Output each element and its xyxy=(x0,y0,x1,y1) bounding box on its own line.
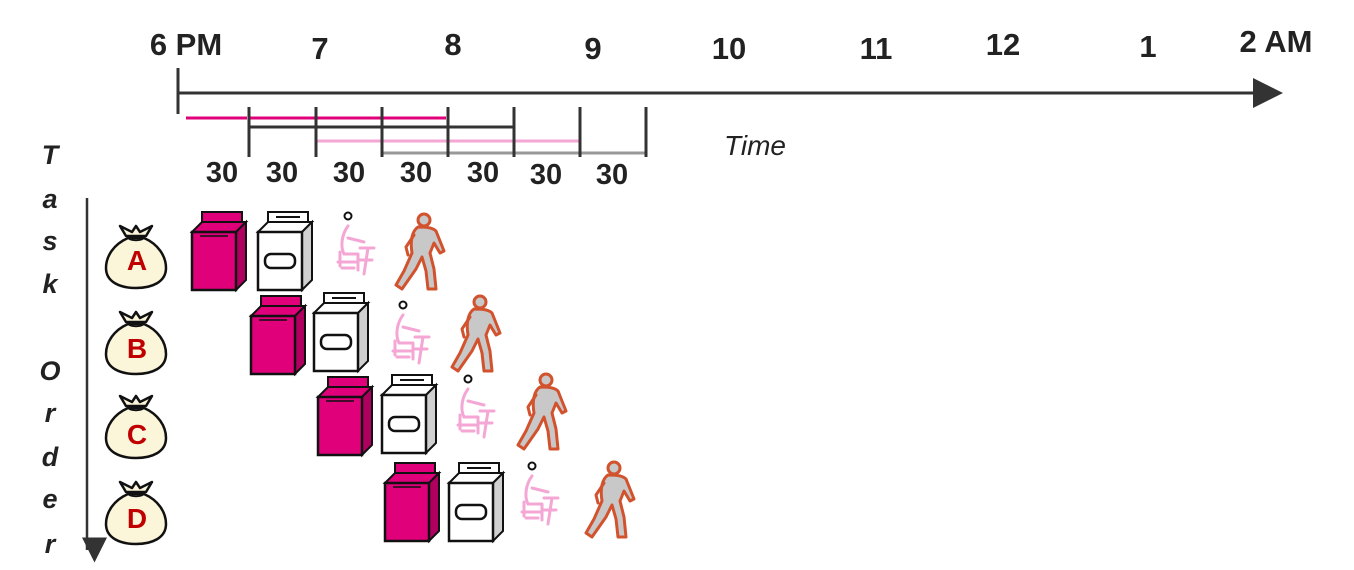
task-label: D xyxy=(127,503,147,534)
hour-label-11: 11 xyxy=(860,31,893,66)
duration-label: 30 xyxy=(596,159,628,191)
task-label: A xyxy=(127,245,147,276)
duration-label: 30 xyxy=(266,157,298,189)
hour-labels: 6 PM 7 8 9 10 11 12 1 2 AM xyxy=(150,24,1313,66)
duration-label: 30 xyxy=(206,157,238,189)
duration-label: 30 xyxy=(333,157,365,189)
svg-text:r: r xyxy=(45,529,57,559)
storer-icon xyxy=(516,372,568,451)
svg-text:s: s xyxy=(42,226,57,256)
hour-label-1: 1 xyxy=(1139,29,1156,64)
dryer-icon xyxy=(256,210,314,292)
task-row-d: D xyxy=(104,460,636,546)
washer-icon xyxy=(190,210,248,292)
svg-text:e: e xyxy=(42,484,57,514)
folder-icon xyxy=(456,374,496,439)
laundry-bag-icon: C xyxy=(104,394,168,460)
dryer-icon xyxy=(447,461,505,543)
task-order-label: T a s k O r d e r xyxy=(39,140,60,559)
dryer-icon xyxy=(312,291,370,373)
duration-labels: 30 30 30 30 30 30 30 xyxy=(206,157,628,191)
folder-icon xyxy=(520,461,560,526)
washer-icon xyxy=(249,294,307,376)
task-row-c: C xyxy=(104,372,568,460)
svg-text:d: d xyxy=(42,442,59,472)
hour-label-7: 7 xyxy=(311,31,328,66)
washer-icon xyxy=(316,375,374,457)
stage-segments xyxy=(186,116,646,155)
svg-text:a: a xyxy=(42,184,57,214)
storer-icon xyxy=(394,212,446,291)
task-label: C xyxy=(127,419,147,450)
folder-icon xyxy=(391,300,431,365)
svg-text:k: k xyxy=(42,269,59,299)
hour-label-10: 10 xyxy=(712,31,746,66)
washer-icon xyxy=(383,461,441,543)
hour-label-8: 8 xyxy=(444,27,461,62)
laundry-bag-icon: D xyxy=(104,480,168,546)
task-row-a: A xyxy=(104,210,446,292)
task-label: B xyxy=(127,333,147,364)
svg-text:T: T xyxy=(42,140,61,170)
segment-ticks xyxy=(247,107,648,157)
dryer-icon xyxy=(380,373,438,455)
laundry-bag-icon: B xyxy=(104,310,168,376)
svg-text:r: r xyxy=(45,398,57,428)
svg-text:O: O xyxy=(39,356,60,386)
folder-icon xyxy=(336,211,376,276)
hour-label-2am: 2 AM xyxy=(1240,24,1313,59)
duration-label: 30 xyxy=(467,157,499,189)
hour-label-12: 12 xyxy=(986,27,1020,62)
hour-label-6pm: 6 PM xyxy=(150,27,222,62)
laundry-bag-icon: A xyxy=(104,224,168,290)
duration-label: 30 xyxy=(530,159,562,191)
storer-icon xyxy=(450,294,502,373)
time-axis-label: Time xyxy=(724,130,786,161)
hour-label-9: 9 xyxy=(584,31,601,66)
storer-icon xyxy=(584,460,636,539)
task-row-b: B xyxy=(104,291,502,376)
duration-label: 30 xyxy=(400,157,432,189)
